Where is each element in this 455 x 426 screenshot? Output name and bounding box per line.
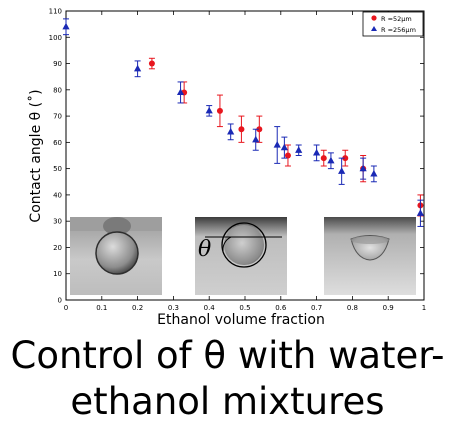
data-point (284, 152, 291, 159)
data-point (327, 156, 335, 164)
x-tick-label: 0.9 (383, 304, 394, 312)
y-tick-label: 50 (53, 165, 62, 173)
data-point (216, 107, 223, 114)
contact-angle-chart: θ 0 0.1 0.2 0.3 0.4 0.5 0.6 0.7 0.8 0.9 1 0 10 20 30 4… (27, 8, 426, 329)
data-point (227, 127, 235, 135)
data-point (62, 22, 70, 30)
y-axis-label: Contact angle θ (˚) (27, 89, 44, 222)
data-point (238, 126, 245, 133)
y-tick-label: 40 (53, 191, 62, 199)
x-tick-label: 0.1 (96, 304, 107, 312)
inset-photo-1 (70, 217, 162, 295)
inset-photo-3 (324, 217, 416, 295)
x-tick-label: 0.8 (347, 304, 358, 312)
data-point (342, 155, 349, 162)
y-tick-label: 0 (58, 297, 62, 305)
y-tick-label: 60 (53, 139, 62, 147)
x-tick-label: 0 (64, 304, 68, 312)
series-layer (62, 18, 425, 227)
caption-line-1: Control of θ with water- (10, 334, 445, 377)
data-point (176, 88, 185, 96)
series-1 (62, 18, 425, 227)
y-tick-label: 90 (53, 60, 62, 68)
data-point (280, 143, 288, 151)
data-point (416, 209, 425, 216)
y-tick-label: 110 (49, 8, 62, 16)
legend-marker-r256 (371, 26, 377, 31)
data-point (320, 155, 327, 162)
x-tick-label: 0.5 (239, 304, 250, 312)
data-point (338, 167, 346, 174)
data-point (148, 60, 155, 67)
data-point (359, 164, 367, 172)
y-tick-label: 20 (53, 244, 62, 252)
x-tick-label: 0.3 (168, 304, 179, 312)
data-point (313, 148, 321, 156)
x-tick-label: 1 (422, 304, 426, 312)
legend: R =52μm R =256μm (362, 11, 424, 37)
data-point (134, 64, 142, 72)
y-tick-label: 80 (53, 86, 62, 94)
data-point (252, 135, 260, 143)
inset-photo-2: θ (195, 217, 287, 295)
legend-marker-r52 (371, 15, 377, 21)
data-point (295, 146, 303, 153)
y-tick-label: 70 (53, 113, 62, 121)
x-tick-label: 0.4 (204, 304, 216, 312)
y-tick-label: 10 (53, 270, 62, 278)
data-point (256, 126, 263, 133)
data-point (205, 106, 213, 114)
y-tick-label: 30 (53, 218, 62, 226)
series-0 (148, 57, 424, 217)
y-tick-label: 100 (49, 34, 62, 42)
x-tick-label: 0.7 (311, 304, 322, 312)
x-tick-label: 0.6 (275, 304, 287, 312)
legend-label-r256: R =256μm (381, 26, 416, 34)
legend-label-r52: R =52μm (381, 15, 412, 23)
theta-label: θ (198, 237, 211, 262)
data-point (273, 140, 281, 148)
x-tick-label: 0.2 (132, 304, 143, 312)
data-point (370, 169, 378, 177)
caption-line-2: ethanol mixtures (70, 380, 385, 423)
y-axis: 0 10 20 30 40 50 60 70 80 90 100 110 (49, 8, 424, 305)
x-axis-label: Ethanol volume fraction (157, 312, 325, 328)
